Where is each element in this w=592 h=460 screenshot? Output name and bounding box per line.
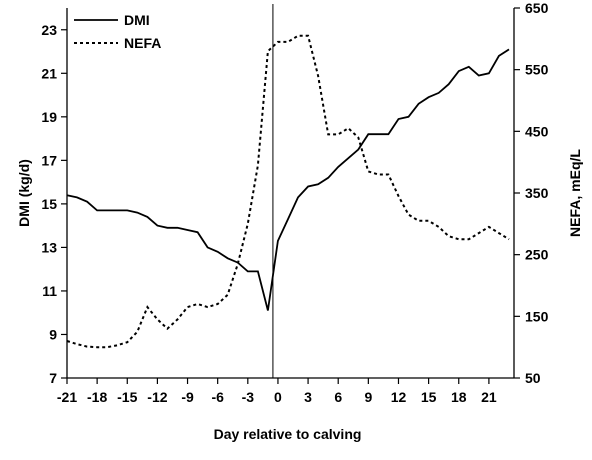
series-line-nefa — [66, 34, 510, 349]
x-tick-label: -12 — [147, 389, 167, 405]
y-left-tick-label: 19 — [41, 109, 57, 125]
series-layer — [66, 34, 510, 349]
x-tick-label: 9 — [364, 389, 372, 405]
legend-label-dmi: DMI — [124, 12, 150, 28]
x-tick-label: -21 — [57, 389, 77, 405]
y-right-tick-label: 650 — [525, 0, 549, 16]
x-tick-label: -9 — [181, 389, 194, 405]
y-right-tick-label: 450 — [525, 123, 549, 139]
x-tick-label: 12 — [391, 389, 407, 405]
x-tick-label: -6 — [211, 389, 224, 405]
y-right-tick-label: 550 — [525, 62, 549, 78]
y-right-tick-label: 150 — [525, 308, 549, 324]
x-tick-label: 3 — [304, 389, 312, 405]
y-left-tick-label: 23 — [41, 22, 57, 38]
y-right-tick-label: 350 — [525, 185, 549, 201]
y-right-tick-label: 250 — [525, 247, 549, 263]
series-line-dmi — [66, 48, 510, 311]
axes: 791113151719212350150250350450550650-21-… — [41, 0, 548, 405]
x-tick-label: 21 — [481, 389, 497, 405]
y-axis-right-title: NEFA, mEq/L — [567, 149, 583, 237]
y-right-tick-label: 50 — [525, 370, 541, 386]
y-left-tick-label: 21 — [41, 65, 57, 81]
y-axis-left-title: DMI (kg/d) — [16, 159, 32, 227]
y-left-tick-label: 17 — [41, 152, 57, 168]
y-left-tick-label: 13 — [41, 239, 57, 255]
x-axis-title: Day relative to calving — [214, 426, 362, 442]
x-tick-label: 0 — [274, 389, 282, 405]
x-tick-label: -18 — [87, 389, 107, 405]
y-left-tick-label: 11 — [42, 283, 57, 299]
y-left-tick-label: 15 — [41, 196, 57, 212]
y-left-tick-label: 9 — [49, 326, 57, 342]
y-left-tick-label: 7 — [49, 370, 57, 386]
x-tick-label: 15 — [421, 389, 437, 405]
x-tick-label: 18 — [451, 389, 467, 405]
legend: DMI NEFA — [74, 12, 161, 51]
x-tick-label: -3 — [242, 389, 255, 405]
x-tick-label: -15 — [117, 389, 137, 405]
legend-label-nefa: NEFA — [124, 35, 161, 51]
x-tick-label: 6 — [334, 389, 342, 405]
